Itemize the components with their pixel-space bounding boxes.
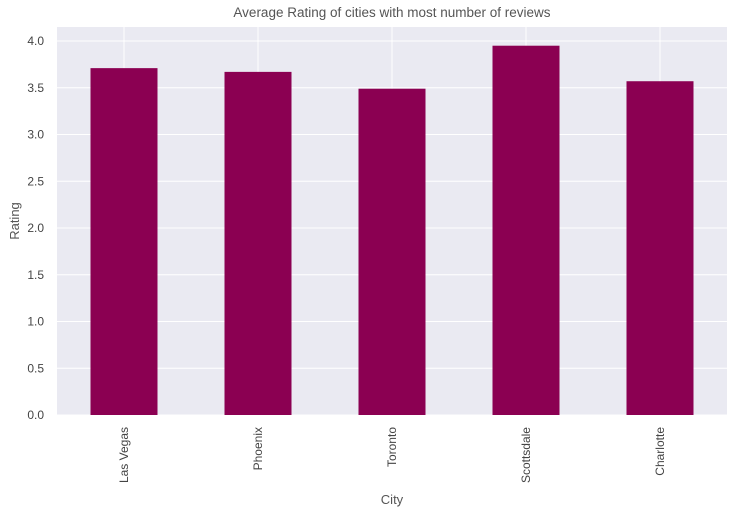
- x-axis-label: City: [381, 492, 404, 507]
- y-tick-label: 3.0: [27, 128, 44, 142]
- x-tick-label: Phoenix: [251, 427, 265, 470]
- y-tick-label: 2.5: [27, 174, 44, 188]
- x-tick-label: Charlotte: [653, 427, 667, 476]
- y-axis-ticks: 0.0 0.5 1.0 1.5 2.0 2.5 3.0 3.5 4.0: [27, 34, 44, 422]
- y-tick-label: 0.5: [27, 361, 44, 375]
- y-tick-label: 2.0: [27, 221, 44, 235]
- x-axis-ticks: Las Vegas Phoenix Toronto Scottsdale Charlot…: [117, 427, 667, 483]
- y-tick-label: 0.0: [27, 408, 44, 422]
- x-tick-label: Scottsdale: [519, 427, 533, 483]
- y-tick-label: 1.5: [27, 268, 44, 282]
- y-tick-label: 3.5: [27, 81, 44, 95]
- bar: [224, 71, 292, 415]
- bar: [358, 88, 426, 415]
- bars: [90, 45, 694, 416]
- chart-title: Average Rating of cities with most numbe…: [233, 5, 550, 20]
- bar: [90, 68, 158, 415]
- y-tick-label: 1.0: [27, 315, 44, 329]
- x-tick-label: Las Vegas: [117, 427, 131, 483]
- bar: [492, 45, 560, 416]
- x-tick-label: Toronto: [385, 427, 399, 467]
- y-axis-label: Rating: [7, 202, 22, 240]
- bar: [626, 81, 694, 416]
- y-tick-label: 4.0: [27, 34, 44, 48]
